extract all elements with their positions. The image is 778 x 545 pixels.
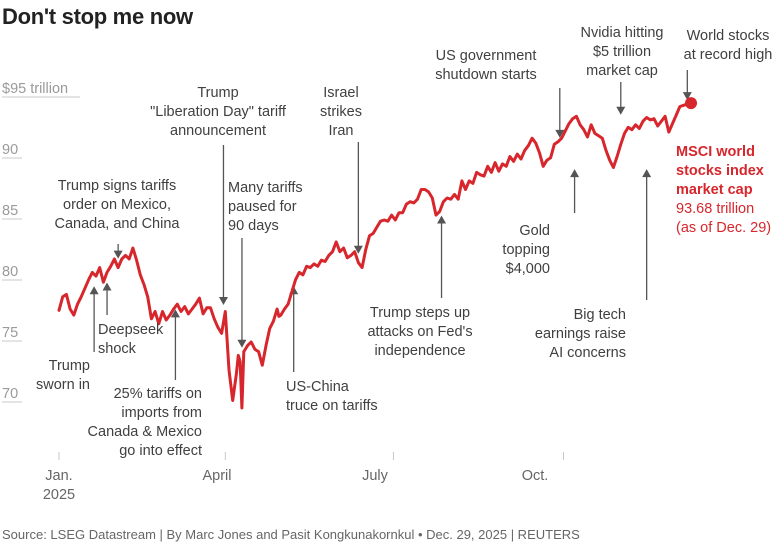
annotation-arrow (170, 309, 180, 380)
x-tick-oct: Oct. (521, 468, 549, 484)
annotation-arrows (89, 70, 692, 380)
annotation-25pct-tariffs: 25% tariffs on imports from Canada & Mexic… (87, 386, 202, 459)
annotation-nvidia: Nvidia hitting $5 trillion market cap (580, 25, 664, 79)
annotation-tariffs-order: Trump signs tariffs order on Mexico, Canad… (54, 178, 180, 232)
series-end-label: MSCI world stocks index market cap 93.68… (676, 144, 772, 236)
y-tick-label-80: 80 (2, 264, 18, 280)
annotation-arrow (682, 70, 692, 101)
annotation-israel-iran: Israel strikes Iran (320, 85, 362, 139)
annotation-arrow (113, 244, 123, 259)
y-axis-labels: $95 trillion 90 85 80 75 70 (2, 81, 68, 402)
annotation-deepseek-shock: Deepseek shock (98, 322, 164, 357)
y-tick-label-90: 90 (2, 142, 18, 158)
annotation-arrow (353, 142, 363, 254)
series-line (57, 101, 693, 410)
annotation-arrow (437, 215, 447, 298)
annotation-arrow (616, 82, 626, 115)
chart: $95 trillion 90 85 80 75 70 (2, 70, 697, 460)
annotation-arrow (555, 88, 565, 138)
annotation-trump-sworn-in: Trump sworn in (36, 358, 90, 393)
annotation-arrow (89, 286, 99, 352)
annotation-shutdown: US government shutdown starts (435, 48, 537, 83)
chart-title: Don't stop me now (2, 4, 193, 29)
x-tick-july: July (362, 468, 388, 484)
x-tick-jan: Jan. 2025 (42, 468, 76, 503)
annotation-arrow (570, 169, 580, 213)
annotation-arrow (237, 238, 247, 348)
annotation-arrow (102, 282, 112, 315)
annotation-us-china-truce: US-China truce on tariffs (286, 379, 378, 414)
end-point-marker (685, 97, 697, 110)
x-tick-april: April (202, 468, 232, 484)
y-tick-label-75: 75 (2, 325, 18, 341)
gridlines (2, 96, 564, 460)
annotation-gold: Gold topping $4,000 (502, 223, 550, 277)
y-tick-label-95: $95 trillion (2, 81, 68, 97)
annotation-tariffs-paused: Many tariffs paused for 90 days (228, 180, 303, 234)
annotation-big-tech: Big tech earnings raise AI concerns (534, 307, 626, 361)
annotation-arrow (642, 169, 652, 300)
y-tick-label-85: 85 (2, 203, 18, 219)
annotation-record-high: World stocks at record high (683, 28, 773, 63)
source-footer: Source: LSEG Datastream | By Marc Jones … (2, 527, 580, 542)
annotation-liberation-day: Trump "Liberation Day" tariff announcement (150, 85, 286, 139)
annotation-fed-attacks: Trump steps up attacks on Fed's independen… (367, 305, 473, 359)
y-tick-label-70: 70 (2, 386, 18, 402)
annotation-arrow (218, 145, 228, 306)
